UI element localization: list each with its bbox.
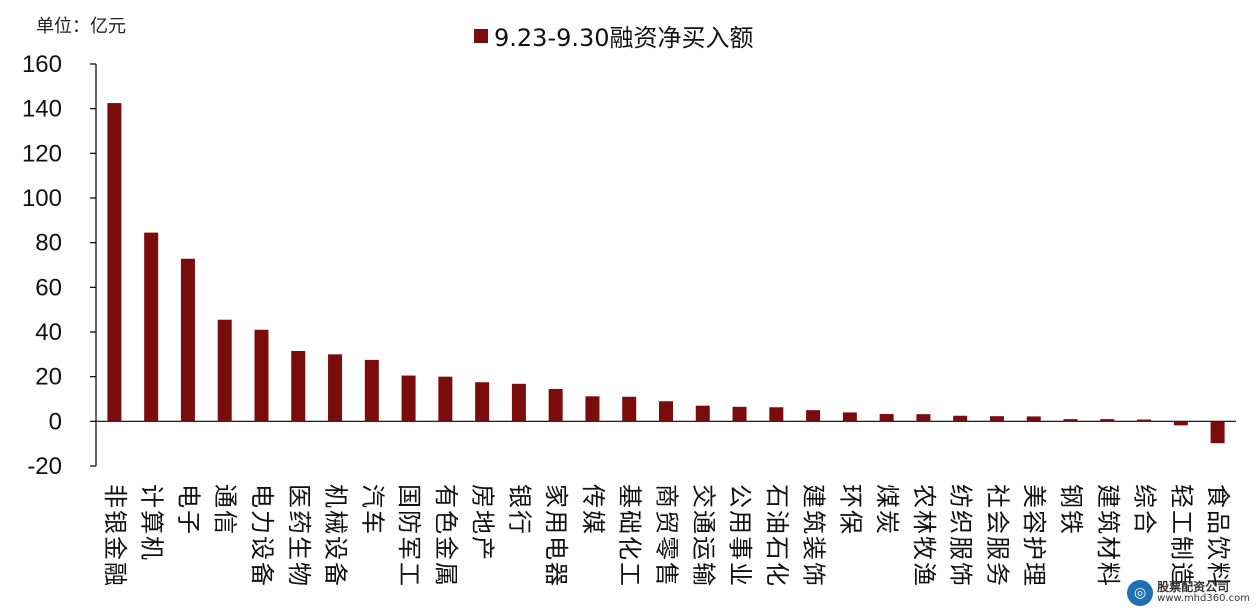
bar <box>1100 419 1115 422</box>
x-tick-label: 钢铁 <box>1057 484 1084 536</box>
x-tick-label: 电子 <box>174 484 201 536</box>
x-tick-label: 有色金属 <box>432 484 459 588</box>
bar <box>659 401 673 422</box>
x-tick-label: 非银金融 <box>101 484 128 588</box>
y-tick-label: 120 <box>22 140 62 167</box>
bar <box>1173 421 1188 426</box>
bar <box>511 383 526 422</box>
watermark: ◎ 股票配资公司 www.mhd360.com <box>1127 580 1250 606</box>
bar <box>989 416 1004 422</box>
y-tick-label: 80 <box>35 230 62 257</box>
x-tick-label: 美容护理 <box>1020 484 1047 588</box>
bar <box>622 396 637 422</box>
bar <box>1026 416 1041 422</box>
bar <box>217 319 232 422</box>
x-tick-label: 电力设备 <box>248 484 275 588</box>
bar <box>328 354 343 422</box>
x-tick-label: 石油石化 <box>763 484 790 588</box>
bar <box>107 103 122 422</box>
bar <box>1210 421 1225 444</box>
x-tick-label: 轻工制造 <box>1167 484 1194 588</box>
y-tick-label: 60 <box>35 274 62 301</box>
globe-icon: ◎ <box>1127 580 1154 606</box>
x-tick-label: 食品饮料 <box>1204 484 1231 588</box>
x-tick-label: 机械设备 <box>322 484 349 588</box>
y-tick-label: 40 <box>35 319 62 346</box>
x-tick-label: 家用电器 <box>542 484 569 588</box>
bar <box>695 405 710 422</box>
bar <box>916 414 931 422</box>
bar <box>291 350 306 422</box>
x-tick-label: 交通运输 <box>689 484 716 588</box>
x-tick-label: 综合 <box>1131 484 1158 536</box>
bar <box>732 406 747 422</box>
x-tick-label: 汽车 <box>358 484 385 536</box>
y-tick-label: 0 <box>49 408 62 435</box>
x-tick-label: 建筑材料 <box>1094 484 1121 588</box>
y-tick-label: -20 <box>27 453 62 480</box>
y-tick-label: 100 <box>22 185 62 212</box>
x-tick-label: 通信 <box>211 484 238 536</box>
bar <box>585 396 600 422</box>
bar <box>180 258 195 422</box>
x-tick-label: 煤炭 <box>873 484 900 536</box>
x-tick-label: 建筑装饰 <box>800 484 827 588</box>
bar <box>769 407 784 422</box>
bar <box>364 359 379 422</box>
x-tick-label: 社会服务 <box>983 484 1010 588</box>
y-tick-label: 140 <box>22 96 62 123</box>
watermark-name: 股票配资公司 <box>1157 580 1230 595</box>
x-tick-label: 环保 <box>836 484 863 536</box>
bar <box>1063 419 1078 422</box>
x-tick-label: 基础化工 <box>616 484 643 588</box>
bar <box>254 329 269 422</box>
bar <box>879 413 894 422</box>
x-tick-label: 公用事业 <box>726 484 753 588</box>
x-tick-label: 银行 <box>505 484 532 536</box>
x-tick-label: 商贸零售 <box>653 484 680 588</box>
chart-legend: 9.23-9.30融资净买入额 <box>474 18 754 53</box>
y-tick-label: 20 <box>35 364 62 391</box>
x-tick-label: 房地产 <box>469 484 496 562</box>
bar <box>438 376 453 422</box>
unit-label: 单位：亿元 <box>36 16 126 37</box>
legend-label: 9.23-9.30融资净买入额 <box>494 24 754 52</box>
watermark-url: www.mhd360.com <box>1157 593 1250 605</box>
bar <box>401 375 416 422</box>
x-tick-label: 计算机 <box>138 484 165 562</box>
bar <box>842 412 857 422</box>
bar <box>144 232 159 422</box>
bar <box>806 410 821 422</box>
bar <box>1137 419 1152 422</box>
bar <box>953 415 968 422</box>
x-tick-label: 农林牧渔 <box>910 484 937 588</box>
bar <box>548 388 563 422</box>
bar <box>475 382 490 422</box>
y-tick-label: 160 <box>22 51 62 78</box>
x-tick-label: 纺织服饰 <box>947 484 974 588</box>
x-tick-label: 国防军工 <box>395 484 422 588</box>
legend-swatch <box>474 28 488 43</box>
x-tick-label: 医药生物 <box>285 484 312 588</box>
x-tick-label: 传媒 <box>579 484 606 536</box>
